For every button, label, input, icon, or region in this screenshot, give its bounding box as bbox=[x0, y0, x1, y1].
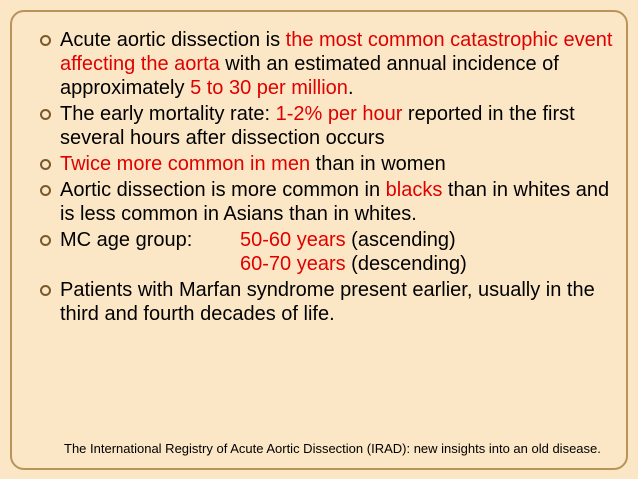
bullet-text: Acute aortic dissection is bbox=[60, 29, 286, 51]
age-label: MC age group: bbox=[60, 229, 193, 251]
bullet-item: Acute aortic dissection is the most comm… bbox=[38, 28, 618, 100]
age-ascending-note: (ascending) bbox=[345, 229, 456, 251]
highlight-text: 1-2% per hour bbox=[275, 103, 403, 125]
bullet-text: than in whites and is less common in Asi… bbox=[60, 179, 610, 225]
bullet-item: The early mortality rate: 1-2% per hour … bbox=[38, 102, 618, 150]
highlight-text: 5 to 30 per million bbox=[190, 77, 348, 99]
bullet-text: The early mortality rate: bbox=[60, 103, 276, 125]
highlight-text: blacks bbox=[385, 179, 443, 201]
bullet-item-age-group: MC age group: 50-60 years (ascending) 60-… bbox=[38, 228, 618, 276]
bullet-circle-icon bbox=[40, 185, 51, 196]
age-descending-note: (descending) bbox=[345, 253, 467, 275]
bullet-item: Aortic dissection is more common in blac… bbox=[38, 178, 618, 226]
bullet-circle-icon bbox=[40, 35, 51, 46]
age-descending-years: 60-70 years bbox=[240, 253, 346, 275]
bullet-circle-icon bbox=[40, 235, 51, 246]
bullet-list: Acute aortic dissection is the most comm… bbox=[38, 28, 618, 328]
bullet-circle-icon bbox=[40, 285, 51, 296]
reference-note: The International Registry of Acute Aort… bbox=[64, 441, 601, 456]
bullet-text: Patients with Marfan syndrome present ea… bbox=[60, 279, 595, 325]
age-ascending-years: 50-60 years bbox=[240, 229, 346, 251]
bullet-item: Twice more common in men than in women bbox=[38, 152, 618, 176]
highlight-text: Twice more common in men bbox=[60, 153, 311, 175]
highlight-text: the most common catastrophic event affec… bbox=[60, 29, 613, 75]
bullet-text: than in women bbox=[310, 153, 446, 175]
bullet-circle-icon bbox=[40, 159, 51, 170]
bullet-item: Patients with Marfan syndrome present ea… bbox=[38, 278, 618, 326]
bullet-circle-icon bbox=[40, 109, 51, 120]
bullet-text: Aortic dissection is more common in bbox=[60, 179, 386, 201]
bullet-text: reported in the first several hours afte… bbox=[60, 103, 575, 149]
age-ascending-row: MC age group: 50-60 years (ascending) bbox=[60, 228, 618, 252]
bullet-text: . bbox=[347, 77, 354, 99]
slide-frame bbox=[10, 10, 628, 470]
age-descending-row: 60-70 years (descending) bbox=[60, 252, 618, 276]
bullet-text: with an estimated annual incidence of ap… bbox=[60, 53, 559, 99]
